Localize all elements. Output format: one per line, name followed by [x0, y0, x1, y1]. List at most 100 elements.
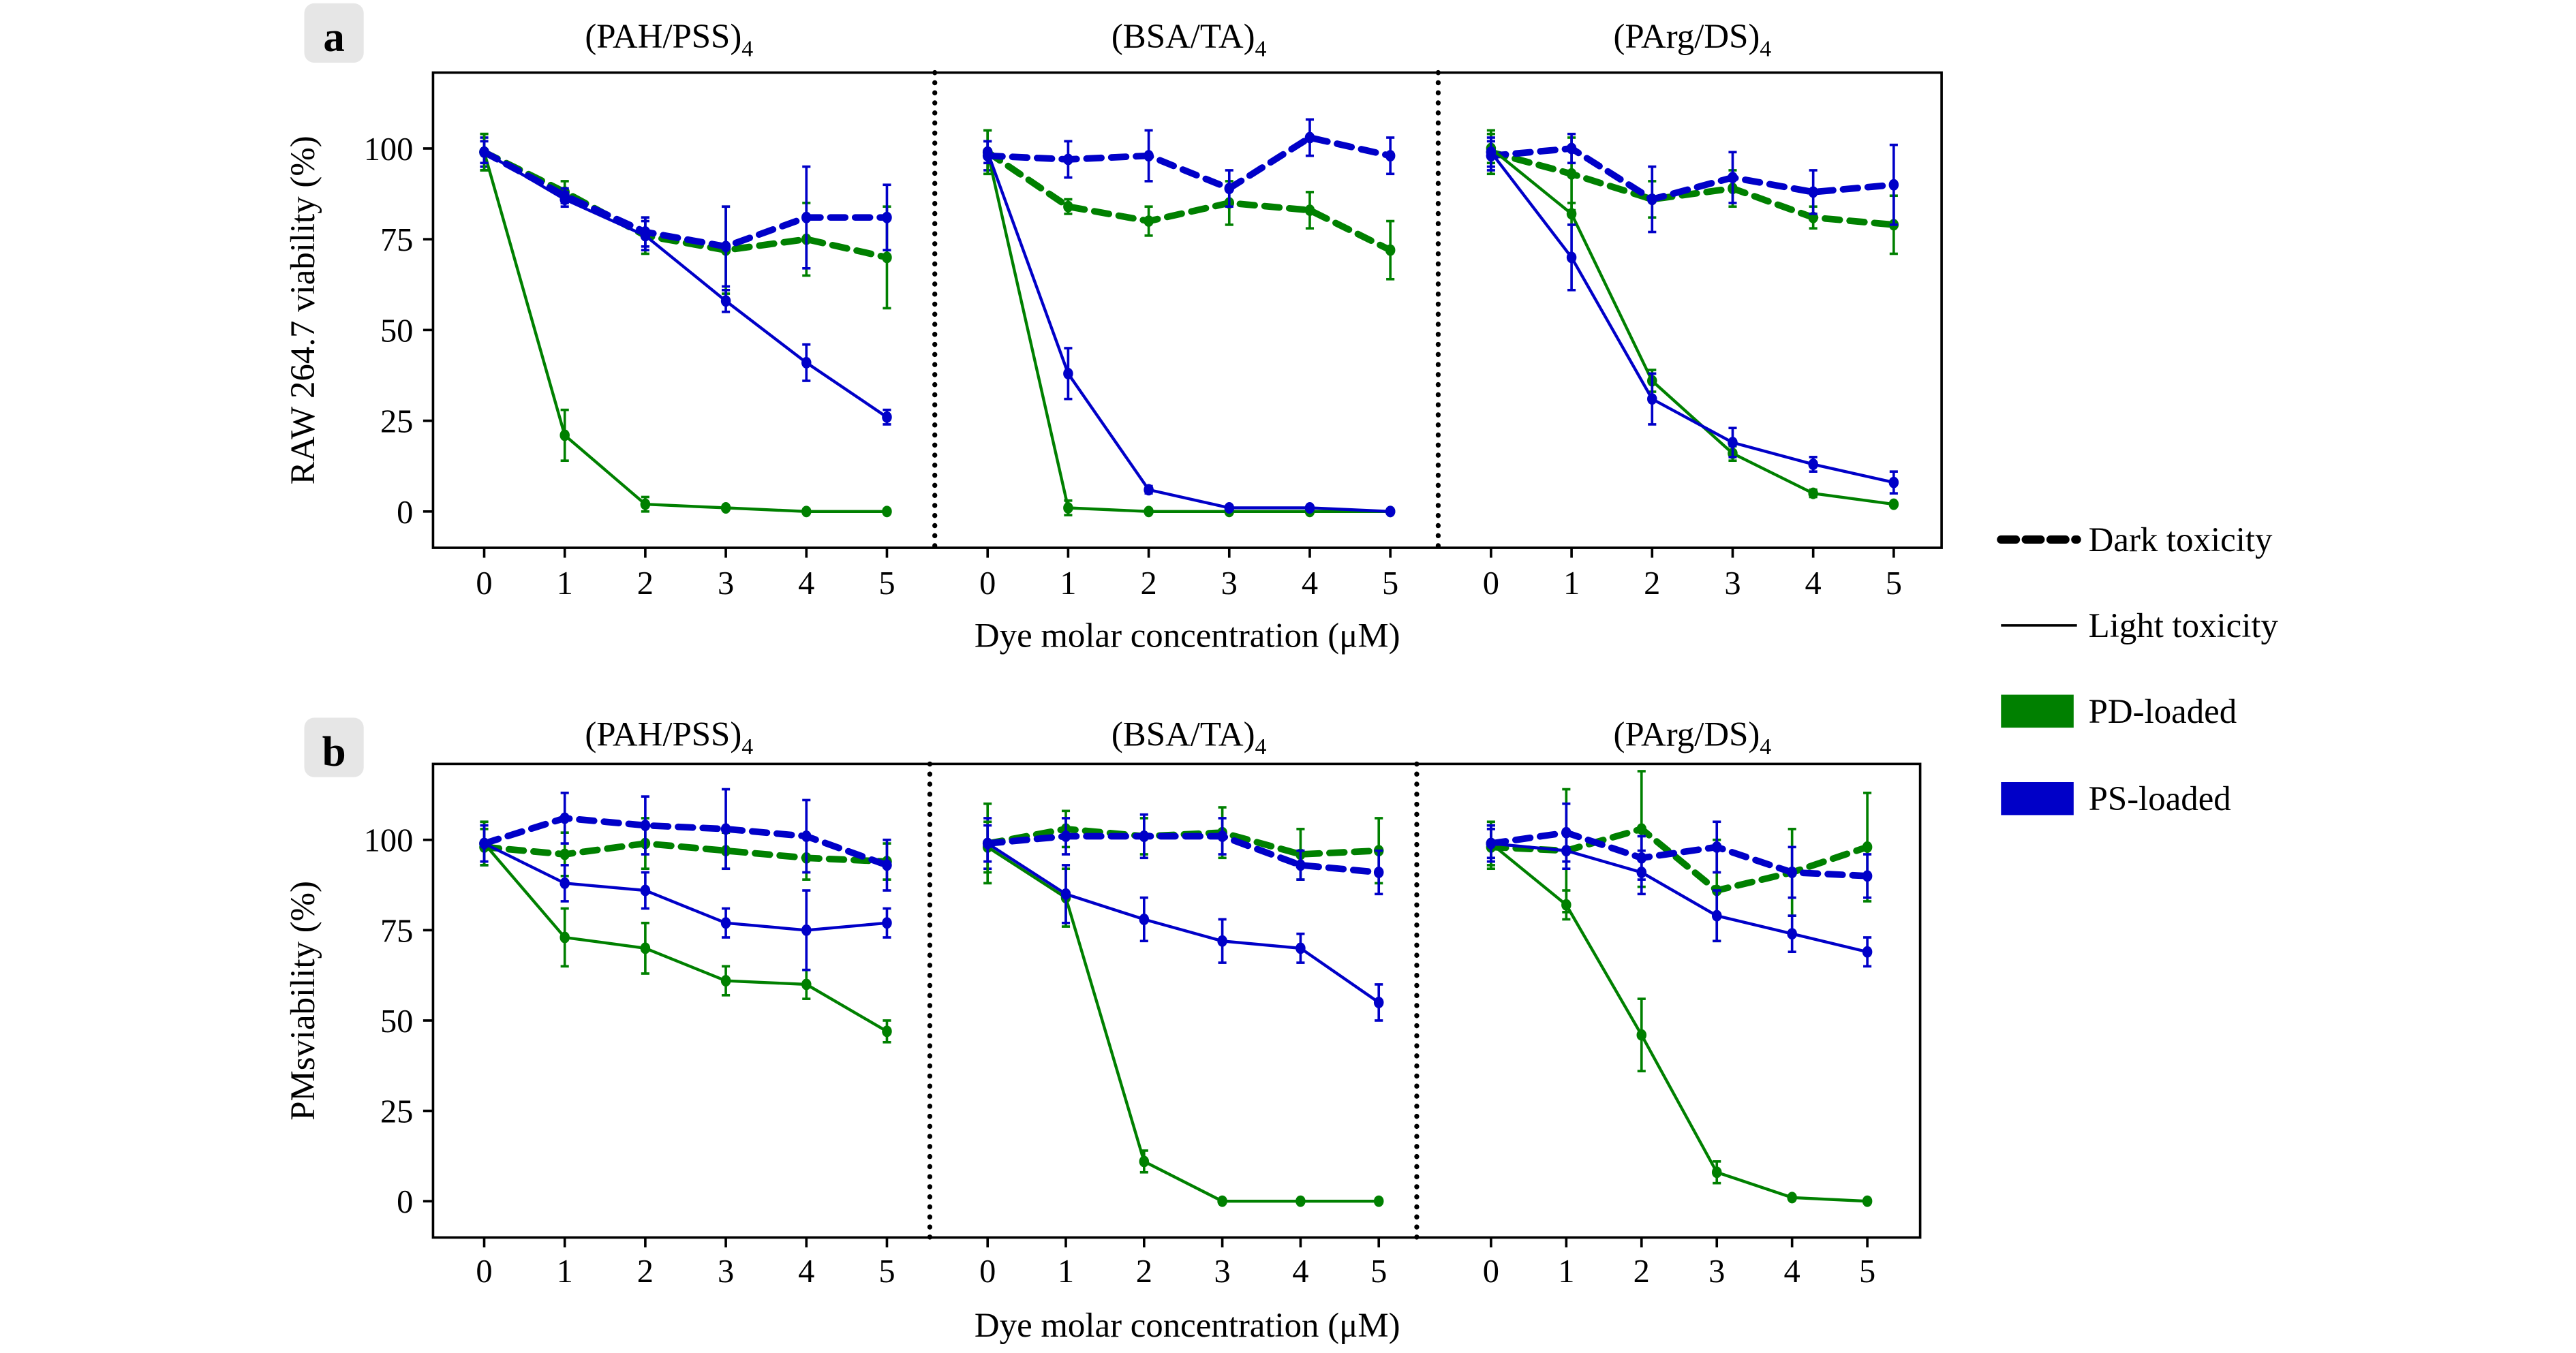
data-point	[1144, 150, 1154, 162]
y-tick-label: 0	[397, 495, 413, 531]
data-point	[1385, 150, 1396, 162]
data-point	[1787, 928, 1797, 940]
y-tick-label: 75	[380, 913, 413, 949]
data-point	[1647, 193, 1657, 206]
series-line	[1488, 149, 1897, 228]
data-point	[1636, 823, 1647, 835]
data-point	[1304, 131, 1315, 144]
data-point	[1647, 393, 1657, 405]
data-point	[1139, 830, 1150, 842]
x-tick-label: 4	[1302, 565, 1318, 602]
x-tick-label: 0	[1483, 1254, 1499, 1290]
series-pd-loaded-dark	[982, 129, 1396, 281]
data-point	[1561, 845, 1571, 857]
data-point	[1862, 1195, 1873, 1207]
data-point	[559, 931, 570, 944]
data-point	[1787, 1192, 1797, 1204]
subplot: (BSA/TA)4 0 1 2 3 4 5	[979, 18, 1398, 602]
data-point	[1139, 1155, 1150, 1168]
data-point	[1636, 867, 1647, 878]
series-line	[483, 151, 888, 419]
data-point	[559, 812, 570, 824]
x-tick-label: 3	[718, 1254, 734, 1290]
data-point	[982, 837, 993, 850]
x-axis-label: Dye molar concentration (μM)	[975, 1307, 1400, 1345]
series-ps-loaded-light	[479, 140, 892, 426]
data-point	[1808, 186, 1818, 198]
subplot-title-subscript: 4	[1255, 734, 1267, 760]
data-point	[1224, 501, 1235, 514]
data-point	[1711, 1166, 1722, 1179]
data-point	[1217, 1195, 1227, 1207]
x-tick-label: 3	[1221, 565, 1238, 602]
y-tick-label: 100	[364, 131, 414, 168]
data-point	[882, 251, 892, 264]
x-tick-label: 4	[798, 1254, 814, 1290]
x-tick-label: 0	[476, 565, 492, 602]
data-point	[1728, 437, 1738, 449]
x-tick-label: 0	[476, 1254, 492, 1290]
series-line	[987, 845, 1379, 1203]
data-point	[1060, 830, 1071, 842]
x-tick-label: 4	[1292, 1254, 1308, 1290]
series-pd-loaded-dark	[479, 132, 892, 310]
x-tick-label: 4	[798, 565, 814, 602]
subplot-title: (PArg/DS)4	[1613, 716, 1771, 760]
x-tick-label: 1	[1558, 1254, 1574, 1290]
data-point	[1063, 501, 1073, 514]
series-line	[480, 815, 891, 869]
data-point	[720, 823, 731, 835]
x-tick-label: 2	[1136, 1254, 1152, 1290]
series-line	[1488, 829, 1871, 880]
x-tick-label: 1	[557, 1254, 573, 1290]
data-point	[720, 975, 731, 987]
legend: Dark toxicity Light toxicity PD-loaded PS-l…	[1997, 521, 2279, 818]
subplot-title: (PAH/PSS)4	[585, 716, 753, 760]
data-point	[720, 917, 731, 929]
y-tick-label: 25	[380, 404, 413, 440]
series-line	[987, 842, 1380, 1004]
x-tick-label: 4	[1805, 565, 1822, 602]
legend-color-patch	[2001, 782, 2074, 815]
y-axis-label: RAW 264.7 viability (%)	[284, 136, 322, 484]
data-point	[1144, 484, 1154, 496]
series-ps-loaded-dark	[479, 136, 892, 288]
series-ps-loaded-light	[1486, 824, 1873, 968]
data-point	[1063, 367, 1073, 379]
x-tick-label: 5	[1382, 565, 1398, 602]
data-point	[640, 884, 651, 897]
data-point	[720, 501, 731, 514]
data-point	[1808, 487, 1818, 499]
series-ps-loaded-light	[982, 824, 1384, 1022]
data-point	[720, 240, 731, 253]
series-line	[984, 149, 1394, 254]
data-point	[559, 877, 570, 889]
data-point	[1373, 996, 1384, 1008]
x-tick-label: 2	[637, 1254, 654, 1290]
data-point	[640, 498, 651, 510]
data-point	[801, 978, 812, 991]
data-point	[1808, 458, 1818, 471]
data-point	[559, 429, 570, 441]
data-point	[882, 411, 892, 423]
data-point	[1566, 168, 1577, 180]
y-tick-label: 75	[380, 222, 413, 258]
x-tick-label: 2	[1644, 565, 1660, 602]
data-point	[720, 295, 731, 307]
series-pd-loaded-dark	[982, 802, 1384, 885]
x-tick-label: 4	[1784, 1254, 1800, 1290]
legend-color-patch	[2001, 694, 2074, 728]
subplot: (PArg/DS)4 0 1 2 3 4 5	[1483, 716, 1875, 1290]
data-point	[1566, 251, 1577, 264]
subplot-title: (BSA/TA)4	[1111, 716, 1267, 760]
x-tick-label: 5	[1886, 565, 1902, 602]
data-point	[1888, 178, 1899, 191]
data-point	[1373, 867, 1384, 878]
x-tick-label: 5	[1370, 1254, 1387, 1290]
subplot: (PAH/PSS)4 0 1 2 3 4 5	[476, 18, 895, 602]
data-point	[1295, 859, 1306, 871]
x-tick-label: 3	[1724, 565, 1741, 602]
series-line	[1490, 151, 1895, 484]
